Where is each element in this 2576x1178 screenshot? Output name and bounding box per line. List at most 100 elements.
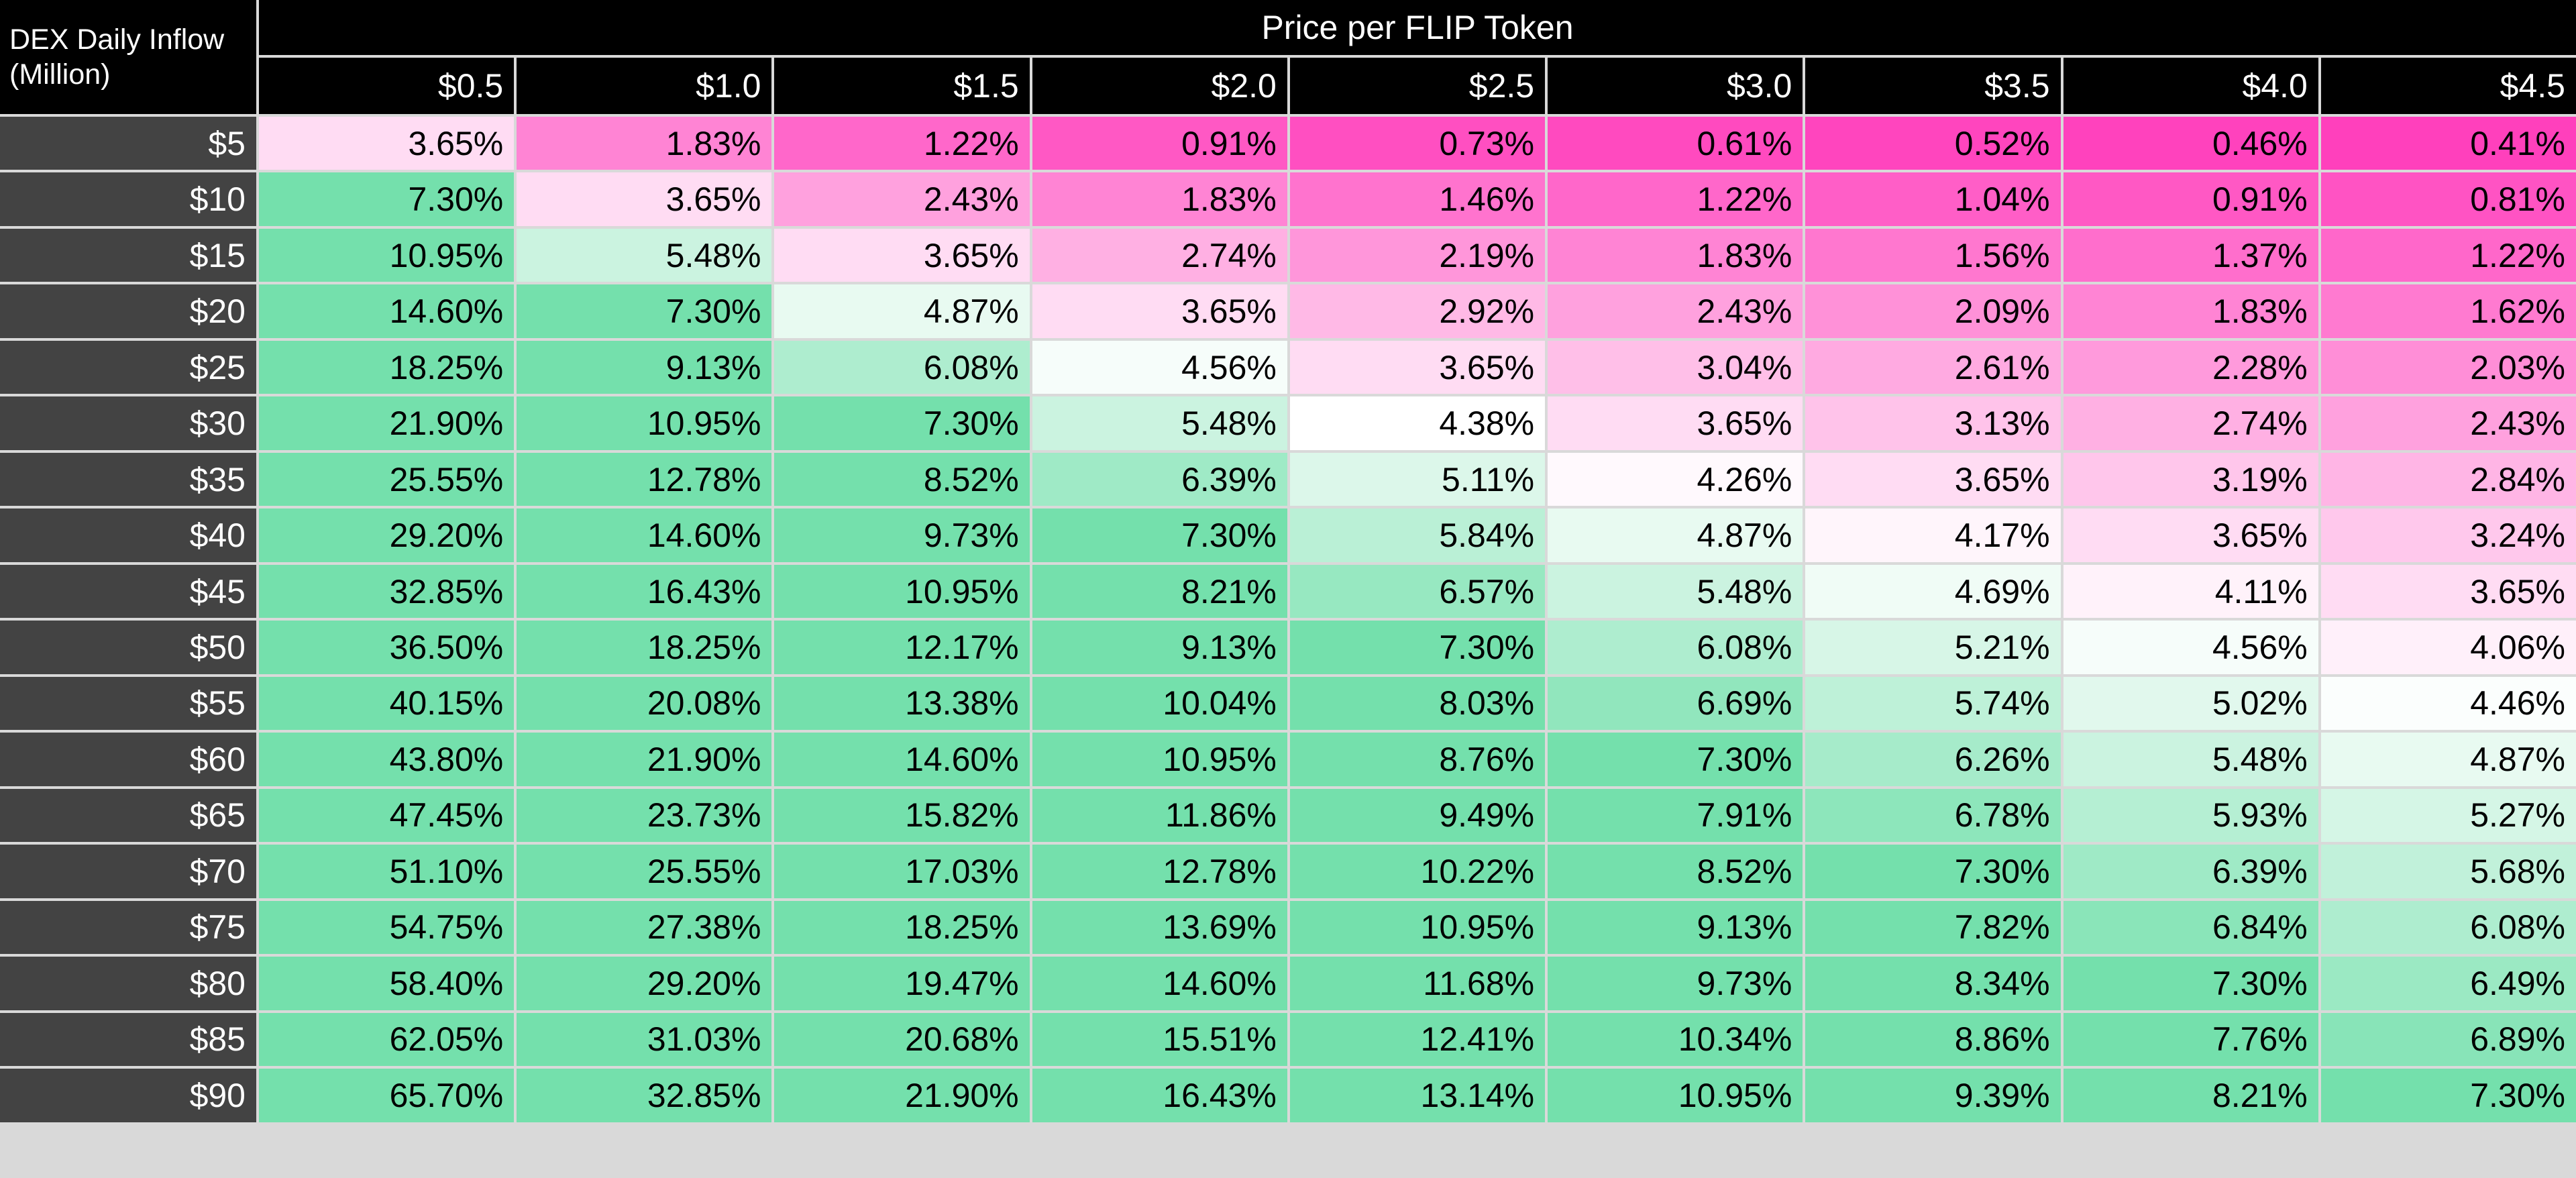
inflow-row-header[interactable]: $60 [0, 733, 256, 786]
apy-cell[interactable]: 25.55% [259, 452, 515, 506]
apy-cell[interactable]: 6.57% [1289, 564, 1546, 619]
apy-cell[interactable]: 10.95% [774, 564, 1030, 619]
apy-cell[interactable]: 54.75% [259, 900, 515, 955]
inflow-row-header[interactable]: $20 [0, 284, 256, 338]
apy-cell[interactable]: 0.52% [1805, 117, 2061, 170]
apy-cell[interactable]: 7.91% [1548, 788, 1803, 843]
apy-cell[interactable]: 10.34% [1548, 1012, 1803, 1067]
apy-cell[interactable]: 5.48% [1032, 396, 1287, 450]
apy-cell[interactable]: 4.46% [2320, 676, 2576, 731]
apy-cell[interactable]: 9.73% [1548, 957, 1803, 1010]
apy-cell[interactable]: 11.68% [1289, 957, 1546, 1010]
inflow-row-header[interactable]: $65 [0, 788, 256, 843]
inflow-row-header[interactable]: $80 [0, 957, 256, 1010]
apy-cell[interactable]: 10.95% [517, 396, 772, 450]
apy-cell[interactable]: 51.10% [259, 845, 515, 898]
apy-cell[interactable]: 6.08% [2320, 900, 2576, 955]
apy-cell[interactable]: 13.14% [1289, 1069, 1546, 1122]
apy-cell[interactable]: 4.69% [1805, 564, 2061, 619]
apy-cell[interactable]: 0.41% [2320, 117, 2576, 170]
apy-cell[interactable]: 12.78% [517, 452, 772, 506]
apy-cell[interactable]: 6.08% [1548, 621, 1803, 674]
apy-cell[interactable]: 0.91% [2063, 172, 2318, 226]
apy-cell[interactable]: 0.81% [2320, 172, 2576, 226]
apy-cell[interactable]: 31.03% [517, 1012, 772, 1067]
apy-cell[interactable]: 1.37% [2063, 228, 2318, 282]
apy-cell[interactable]: 3.65% [517, 172, 772, 226]
apy-cell[interactable]: 2.74% [2063, 396, 2318, 450]
apy-cell[interactable]: 1.22% [2320, 228, 2576, 282]
apy-cell[interactable]: 12.41% [1289, 1012, 1546, 1067]
apy-cell[interactable]: 5.84% [1289, 508, 1546, 562]
inflow-row-header[interactable]: $55 [0, 676, 256, 731]
inflow-row-header[interactable]: $85 [0, 1012, 256, 1067]
apy-cell[interactable]: 23.73% [517, 788, 772, 843]
apy-cell[interactable]: 5.48% [2063, 733, 2318, 786]
apy-cell[interactable]: 21.90% [259, 396, 515, 450]
apy-cell[interactable]: 4.87% [2320, 733, 2576, 786]
inflow-row-header[interactable]: $40 [0, 508, 256, 562]
apy-cell[interactable]: 11.86% [1032, 788, 1287, 843]
apy-cell[interactable]: 29.20% [259, 508, 515, 562]
apy-cell[interactable]: 21.90% [774, 1069, 1030, 1122]
apy-cell[interactable]: 40.15% [259, 676, 515, 731]
apy-cell[interactable]: 7.30% [259, 172, 515, 226]
inflow-row-header[interactable]: $15 [0, 228, 256, 282]
apy-cell[interactable]: 58.40% [259, 957, 515, 1010]
apy-cell[interactable]: 7.82% [1805, 900, 2061, 955]
apy-cell[interactable]: 8.21% [2063, 1069, 2318, 1122]
apy-cell[interactable]: 8.52% [1548, 845, 1803, 898]
apy-cell[interactable]: 3.65% [259, 117, 515, 170]
apy-cell[interactable]: 6.78% [1805, 788, 2061, 843]
apy-cell[interactable]: 8.21% [1032, 564, 1287, 619]
apy-cell[interactable]: 14.60% [774, 733, 1030, 786]
apy-cell[interactable]: 10.22% [1289, 845, 1546, 898]
apy-cell[interactable]: 7.30% [517, 284, 772, 338]
apy-cell[interactable]: 25.55% [517, 845, 772, 898]
apy-cell[interactable]: 8.34% [1805, 957, 2061, 1010]
apy-cell[interactable]: 2.28% [2063, 340, 2318, 394]
apy-cell[interactable]: 12.17% [774, 621, 1030, 674]
price-col-header[interactable]: $2.0 [1032, 58, 1287, 114]
apy-cell[interactable]: 20.08% [517, 676, 772, 731]
apy-cell[interactable]: 3.65% [774, 228, 1030, 282]
apy-cell[interactable]: 2.43% [774, 172, 1030, 226]
apy-cell[interactable]: 19.47% [774, 957, 1030, 1010]
price-col-header[interactable]: $1.0 [517, 58, 772, 114]
apy-cell[interactable]: 6.39% [2063, 845, 2318, 898]
apy-cell[interactable]: 14.60% [1032, 957, 1287, 1010]
apy-cell[interactable]: 1.22% [1548, 172, 1803, 226]
apy-cell[interactable]: 32.85% [517, 1069, 772, 1122]
apy-cell[interactable]: 4.17% [1805, 508, 2061, 562]
apy-cell[interactable]: 10.95% [1548, 1069, 1803, 1122]
apy-cell[interactable]: 7.30% [774, 396, 1030, 450]
apy-cell[interactable]: 20.68% [774, 1012, 1030, 1067]
apy-cell[interactable]: 5.93% [2063, 788, 2318, 843]
inflow-row-header[interactable]: $75 [0, 900, 256, 955]
apy-cell[interactable]: 47.45% [259, 788, 515, 843]
price-col-header[interactable]: $3.0 [1548, 58, 1803, 114]
apy-cell[interactable]: 4.06% [2320, 621, 2576, 674]
apy-cell[interactable]: 15.51% [1032, 1012, 1287, 1067]
apy-cell[interactable]: 6.26% [1805, 733, 2061, 786]
corner-cell[interactable]: DEX Daily Inflow (Million) [0, 0, 256, 114]
price-col-header[interactable]: $0.5 [259, 58, 515, 114]
apy-cell[interactable]: 10.95% [259, 228, 515, 282]
apy-cell[interactable]: 1.04% [1805, 172, 2061, 226]
apy-cell[interactable]: 13.38% [774, 676, 1030, 731]
apy-cell[interactable]: 4.87% [774, 284, 1030, 338]
inflow-row-header[interactable]: $10 [0, 172, 256, 226]
apy-cell[interactable]: 3.65% [2063, 508, 2318, 562]
apy-cell[interactable]: 4.26% [1548, 452, 1803, 506]
inflow-row-header[interactable]: $50 [0, 621, 256, 674]
inflow-row-header[interactable]: $30 [0, 396, 256, 450]
apy-cell[interactable]: 2.19% [1289, 228, 1546, 282]
apy-cell[interactable]: 9.13% [1032, 621, 1287, 674]
apy-cell[interactable]: 5.74% [1805, 676, 2061, 731]
apy-cell[interactable]: 2.43% [1548, 284, 1803, 338]
apy-cell[interactable]: 27.38% [517, 900, 772, 955]
price-col-header[interactable]: $1.5 [774, 58, 1030, 114]
apy-cell[interactable]: 14.60% [259, 284, 515, 338]
apy-cell[interactable]: 1.46% [1289, 172, 1546, 226]
apy-cell[interactable]: 6.84% [2063, 900, 2318, 955]
